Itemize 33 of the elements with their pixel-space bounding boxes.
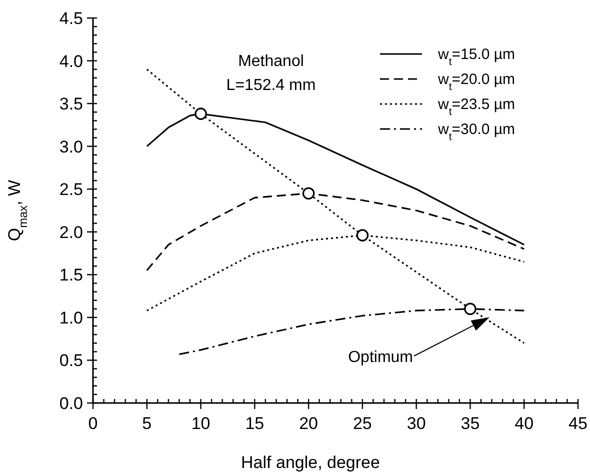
- point: [302, 187, 315, 200]
- x-tick-label: 20: [299, 414, 318, 433]
- y-tick-label: 0.5: [59, 351, 83, 370]
- legend-label: w$_{t}$=15.0 µm: [437, 46, 516, 68]
- x-tick-label: 15: [245, 414, 264, 433]
- point: [356, 229, 369, 242]
- legend-label: w$_{t}$=20.0 µm: [437, 71, 516, 93]
- x-tick-label: 0: [88, 414, 98, 433]
- y-tick-label: 2.0: [59, 222, 83, 242]
- y-tick-label: 0.0: [59, 394, 83, 413]
- y-tick-label: 2.5: [59, 180, 83, 200]
- x-tick-label: 30: [406, 414, 426, 433]
- legend-label: w$_{t}$=30.0 µm: [437, 121, 516, 143]
- y-tick-label: 1.5: [59, 266, 83, 285]
- y-tick-label: 3.0: [59, 137, 83, 156]
- legend-label: w$_{t}$=23.5 µm: [437, 96, 516, 118]
- point: [194, 108, 207, 120]
- y-tick-label: 3.5: [59, 94, 83, 114]
- point: [464, 302, 476, 316]
- x-axis-title: Half angle, degree: [241, 453, 380, 472]
- y-tick-label: 4.0: [59, 52, 83, 71]
- x-tick-label: 10: [191, 414, 210, 433]
- y-tick-label: 4.5: [59, 9, 83, 28]
- x-tick-label: 5: [142, 414, 152, 433]
- y-tick-label: 1.0: [59, 308, 83, 328]
- x-tick-label: 45: [568, 414, 588, 433]
- x-tick-label: 25: [352, 414, 372, 433]
- annotation: Optimum: [348, 349, 413, 366]
- line-series: [146, 68, 525, 344]
- annotation: Methanol: [238, 53, 304, 70]
- x-tick-label: 40: [514, 414, 534, 433]
- x-tick-label: 35: [460, 414, 480, 433]
- annotation: L=152.4 mm: [226, 77, 316, 94]
